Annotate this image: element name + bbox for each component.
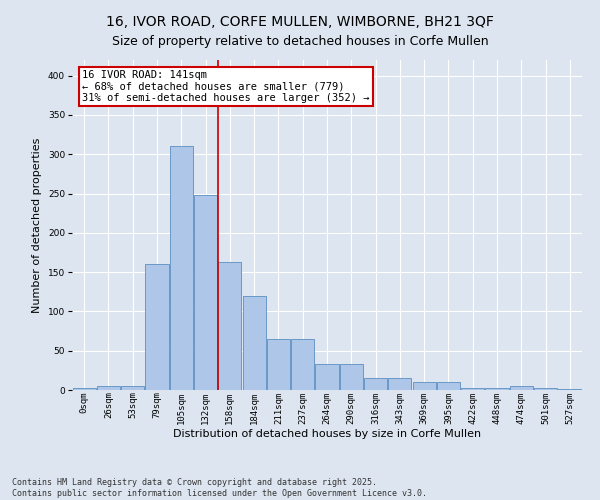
Text: Size of property relative to detached houses in Corfe Mullen: Size of property relative to detached ho… (112, 35, 488, 48)
Y-axis label: Number of detached properties: Number of detached properties (32, 138, 42, 312)
Bar (559, 389, 581, 390)
Bar (340, 364, 363, 390)
Bar (485, 388, 509, 390)
Bar (73, 388, 95, 390)
Bar (218, 262, 241, 390)
Bar (534, 388, 557, 390)
Bar (145, 264, 169, 390)
Bar (413, 382, 436, 390)
Bar (267, 339, 290, 390)
Bar (242, 296, 266, 390)
Bar (364, 378, 387, 390)
Bar (291, 339, 314, 390)
Text: 16 IVOR ROAD: 141sqm
← 68% of detached houses are smaller (779)
31% of semi-deta: 16 IVOR ROAD: 141sqm ← 68% of detached h… (82, 70, 370, 103)
Bar (461, 388, 484, 390)
Bar (510, 386, 533, 390)
X-axis label: Distribution of detached houses by size in Corfe Mullen: Distribution of detached houses by size … (173, 429, 481, 439)
Bar (437, 382, 460, 390)
Bar (121, 386, 144, 390)
Bar (316, 364, 338, 390)
Bar (194, 195, 217, 390)
Bar (388, 378, 412, 390)
Bar (97, 386, 120, 390)
Text: Contains HM Land Registry data © Crown copyright and database right 2025.
Contai: Contains HM Land Registry data © Crown c… (12, 478, 427, 498)
Bar (170, 146, 193, 390)
Text: 16, IVOR ROAD, CORFE MULLEN, WIMBORNE, BH21 3QF: 16, IVOR ROAD, CORFE MULLEN, WIMBORNE, B… (106, 15, 494, 29)
